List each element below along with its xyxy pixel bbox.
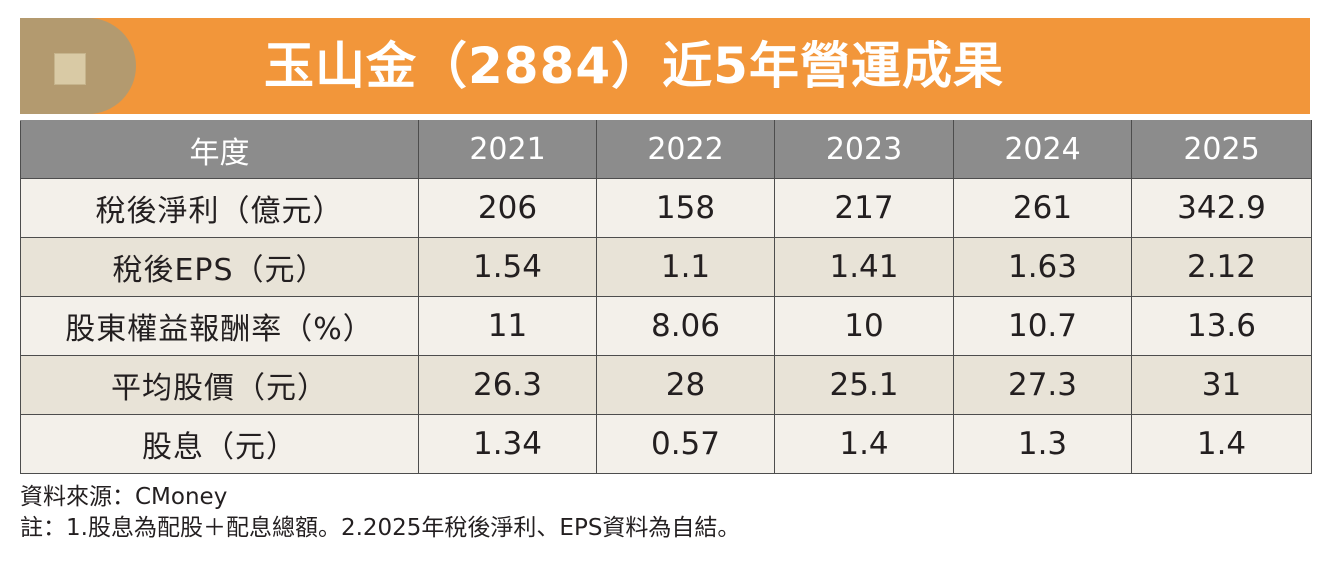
table-cell: 25.1 — [774, 355, 954, 415]
table-cell: 11 — [418, 296, 597, 356]
table-cell: 31 — [1131, 355, 1312, 415]
row-label: 稅後淨利（億元） — [20, 178, 419, 238]
table-cell: 1.63 — [953, 237, 1132, 297]
header-year: 2024 — [953, 120, 1132, 179]
table-cell: 0.57 — [596, 414, 775, 474]
table-row: 股東權益報酬率（%） 11 8.06 10 10.7 13.6 — [20, 296, 1312, 356]
header-year: 2023 — [774, 120, 954, 179]
table-row: 稅後淨利（億元） 206 158 217 261 342.9 — [20, 178, 1312, 238]
table-cell: 10.7 — [953, 296, 1132, 356]
table-cell: 1.4 — [1131, 414, 1312, 474]
table-cell: 342.9 — [1131, 178, 1312, 238]
table-cell: 1.4 — [774, 414, 954, 474]
row-label: 股東權益報酬率（%） — [20, 296, 419, 356]
footnote: 註：1.股息為配股＋配息總額。2.2025年稅後淨利、EPS資料為自結。 — [20, 515, 741, 541]
header-year: 2021 — [418, 120, 597, 179]
table-cell: 2.12 — [1131, 237, 1312, 297]
table-row: 股息（元） 1.34 0.57 1.4 1.3 1.4 — [20, 414, 1312, 474]
title-banner: 玉山金（2884）近5年營運成果 — [20, 18, 1310, 114]
square-icon — [54, 53, 86, 85]
table-row: 稅後EPS（元） 1.54 1.1 1.41 1.63 2.12 — [20, 237, 1312, 297]
table-cell: 1.3 — [953, 414, 1132, 474]
source-note: 資料來源：CMoney — [20, 484, 228, 510]
table-cell: 28 — [596, 355, 775, 415]
header-year: 2022 — [596, 120, 775, 179]
table-header-row: 年度 2021 2022 2023 2024 2025 — [20, 120, 1312, 179]
row-label: 平均股價（元） — [20, 355, 419, 415]
table-cell: 217 — [774, 178, 954, 238]
table-cell: 27.3 — [953, 355, 1132, 415]
table-cell: 261 — [953, 178, 1132, 238]
footnotes: 資料來源：CMoney 註：1.股息為配股＋配息總額。2.2025年稅後淨利、E… — [20, 482, 740, 544]
table-cell: 206 — [418, 178, 597, 238]
page-title: 玉山金（2884）近5年營運成果 — [264, 37, 1004, 95]
table-cell: 1.54 — [418, 237, 597, 297]
row-label: 股息（元） — [20, 414, 419, 474]
header-year: 2025 — [1131, 120, 1312, 179]
results-table: 年度 2021 2022 2023 2024 2025 稅後淨利（億元） 206… — [20, 120, 1312, 474]
table-row: 平均股價（元） 26.3 28 25.1 27.3 31 — [20, 355, 1312, 415]
table-cell: 1.34 — [418, 414, 597, 474]
table-cell: 1.41 — [774, 237, 954, 297]
header-year-label: 年度 — [20, 120, 419, 179]
table-cell: 13.6 — [1131, 296, 1312, 356]
table-cell: 1.1 — [596, 237, 775, 297]
row-label: 稅後EPS（元） — [20, 237, 419, 297]
table-cell: 8.06 — [596, 296, 775, 356]
table-cell: 10 — [774, 296, 954, 356]
table-cell: 158 — [596, 178, 775, 238]
table-cell: 26.3 — [418, 355, 597, 415]
